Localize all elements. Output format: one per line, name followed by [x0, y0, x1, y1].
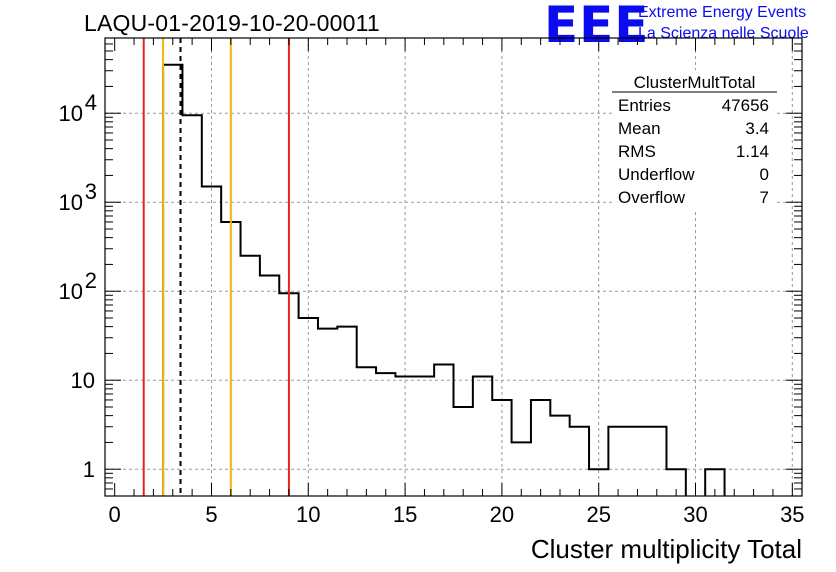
stats-box: [612, 70, 777, 210]
stats-box-title: ClusterMultTotal: [634, 73, 756, 92]
logo-caption-line1: Extreme Energy Events: [638, 4, 807, 21]
y-tick-label: 1: [83, 457, 95, 482]
stats-row-label: RMS: [618, 142, 656, 161]
stats-row-value: 47656: [722, 96, 769, 115]
y-tick-exponent: 3: [85, 179, 97, 204]
stats-row-label: Underflow: [618, 165, 695, 184]
stats-row-label: Overflow: [618, 188, 686, 207]
x-tick-label: 25: [586, 502, 610, 527]
x-tick-label: 10: [296, 502, 320, 527]
stats-row-label: Entries: [618, 96, 671, 115]
x-axis-label: Cluster multiplicity Total: [530, 534, 802, 564]
plot-frame: [104, 37, 803, 497]
stats-row-value: 3.4: [745, 119, 769, 138]
x-tick-label: 35: [780, 502, 804, 527]
stats-row-value: 0: [760, 165, 769, 184]
stats-row-value: 1.14: [736, 142, 769, 161]
x-tick-label: 15: [393, 502, 417, 527]
y-tick-exponent: 4: [85, 90, 97, 115]
histogram-series: [162, 63, 726, 496]
x-tick-label: 5: [205, 502, 217, 527]
y-tick-label: 10: [59, 279, 83, 304]
x-tick-label: 30: [683, 502, 707, 527]
stats-row-value: 7: [760, 188, 769, 207]
y-tick-label: 10: [59, 101, 83, 126]
x-tick-label: 20: [490, 502, 514, 527]
stats-row-label: Mean: [618, 119, 661, 138]
chart-title: LAQU-01-2019-10-20-00011: [84, 10, 380, 36]
y-tick-exponent: 2: [85, 268, 97, 293]
x-tick-label: 0: [109, 502, 121, 527]
y-tick-label: 10: [59, 190, 83, 215]
y-tick-label: 10: [71, 368, 95, 393]
eee-logo: EEE: [544, 0, 650, 54]
